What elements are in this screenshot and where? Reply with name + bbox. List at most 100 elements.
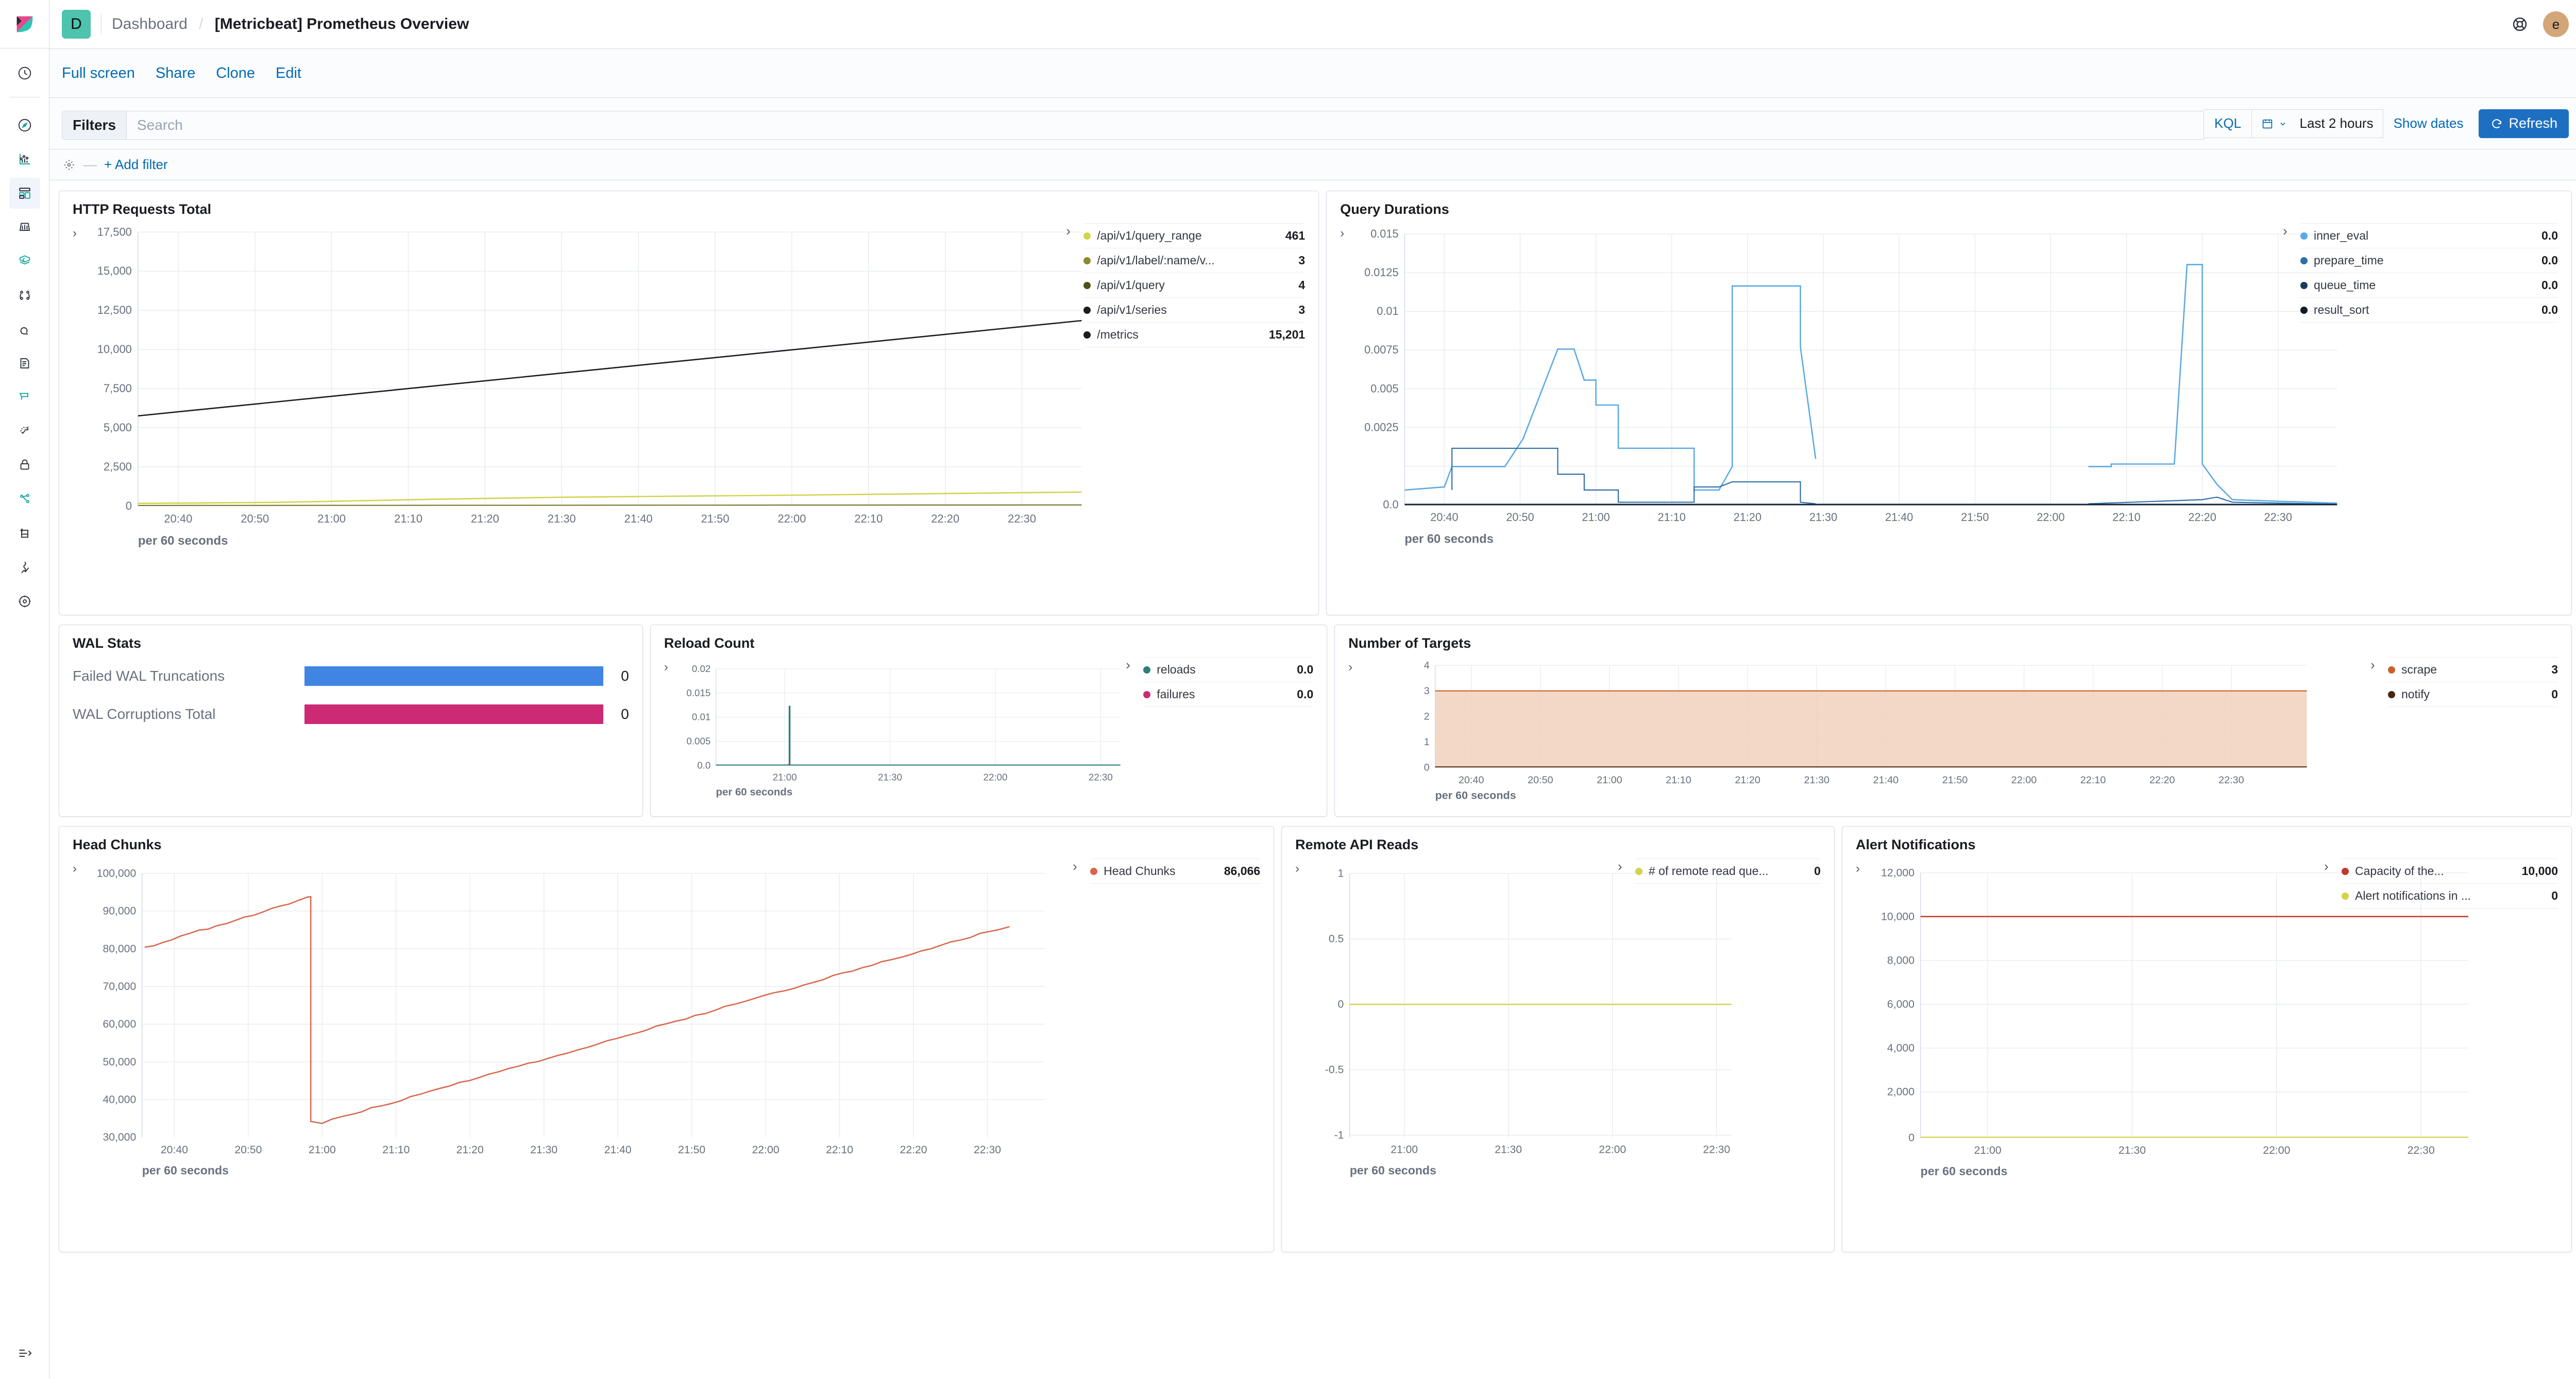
svg-text:per 60 seconds: per 60 seconds xyxy=(1921,1164,2008,1178)
svg-text:21:30: 21:30 xyxy=(1495,1144,1522,1156)
svg-text:21:00: 21:00 xyxy=(1597,775,1622,786)
svg-text:22:10: 22:10 xyxy=(854,512,883,525)
svg-text:21:10: 21:10 xyxy=(1666,775,1692,786)
svg-text:12,500: 12,500 xyxy=(97,304,132,316)
svg-text:22:30: 22:30 xyxy=(1008,512,1036,525)
svg-text:20:50: 20:50 xyxy=(241,512,269,525)
svg-text:21:30: 21:30 xyxy=(1804,775,1830,786)
svg-text:per 60 seconds: per 60 seconds xyxy=(1405,533,1494,546)
svg-text:21:30: 21:30 xyxy=(548,512,576,525)
svg-text:2: 2 xyxy=(1424,711,1430,722)
svg-text:22:10: 22:10 xyxy=(826,1144,853,1156)
svg-text:per 60 seconds: per 60 seconds xyxy=(142,1164,229,1177)
svg-text:50,000: 50,000 xyxy=(103,1056,136,1068)
svg-text:0.01: 0.01 xyxy=(692,712,710,722)
svg-text:22:00: 22:00 xyxy=(2263,1144,2290,1156)
svg-text:22:30: 22:30 xyxy=(1703,1144,1730,1156)
svg-text:1: 1 xyxy=(1338,868,1344,880)
svg-text:60,000: 60,000 xyxy=(103,1018,136,1030)
svg-text:21:00: 21:00 xyxy=(773,771,797,782)
svg-text:20:40: 20:40 xyxy=(164,512,192,525)
svg-text:per 60 seconds: per 60 seconds xyxy=(716,786,792,798)
svg-text:8,000: 8,000 xyxy=(1887,954,1914,966)
svg-text:21:50: 21:50 xyxy=(1942,775,1968,786)
svg-text:0: 0 xyxy=(1908,1132,1914,1144)
svg-text:0: 0 xyxy=(1338,999,1344,1011)
svg-text:21:30: 21:30 xyxy=(878,771,902,782)
svg-text:0.0025: 0.0025 xyxy=(1364,421,1398,433)
svg-text:22:00: 22:00 xyxy=(777,512,806,525)
svg-text:22:20: 22:20 xyxy=(900,1144,927,1156)
svg-text:22:10: 22:10 xyxy=(2113,511,2141,524)
svg-text:21:00: 21:00 xyxy=(317,512,346,525)
svg-text:22:00: 22:00 xyxy=(2037,511,2064,524)
svg-text:21:00: 21:00 xyxy=(1391,1144,1418,1156)
svg-text:20:50: 20:50 xyxy=(1528,775,1553,786)
svg-text:21:50: 21:50 xyxy=(1961,511,1989,524)
svg-text:1: 1 xyxy=(1424,736,1430,748)
svg-text:22:30: 22:30 xyxy=(2408,1144,2435,1156)
svg-text:21:50: 21:50 xyxy=(678,1144,705,1156)
svg-text:20:40: 20:40 xyxy=(1459,775,1484,786)
svg-text:22:00: 22:00 xyxy=(1599,1144,1626,1156)
svg-text:10,000: 10,000 xyxy=(97,343,132,356)
svg-text:22:30: 22:30 xyxy=(2218,775,2244,786)
svg-text:0.02: 0.02 xyxy=(692,663,710,674)
svg-text:0: 0 xyxy=(126,499,132,512)
svg-text:-0.5: -0.5 xyxy=(1325,1064,1344,1076)
svg-text:2,000: 2,000 xyxy=(1887,1086,1914,1098)
svg-text:21:00: 21:00 xyxy=(1582,511,1610,524)
svg-text:0.015: 0.015 xyxy=(1370,228,1398,240)
svg-text:6,000: 6,000 xyxy=(1887,998,1914,1011)
svg-text:90,000: 90,000 xyxy=(103,905,136,917)
svg-text:0.0: 0.0 xyxy=(1383,498,1399,511)
svg-text:21:20: 21:20 xyxy=(456,1144,484,1156)
svg-text:20:50: 20:50 xyxy=(234,1144,262,1156)
svg-text:20:40: 20:40 xyxy=(1430,511,1458,524)
svg-text:22:30: 22:30 xyxy=(974,1144,1001,1156)
svg-text:0: 0 xyxy=(1424,762,1430,773)
svg-text:21:20: 21:20 xyxy=(1734,511,1761,524)
svg-text:4: 4 xyxy=(1424,662,1430,671)
svg-text:per 60 seconds: per 60 seconds xyxy=(138,534,228,548)
svg-text:22:20: 22:20 xyxy=(2149,775,2175,786)
svg-text:21:40: 21:40 xyxy=(1873,775,1899,786)
svg-text:21:30: 21:30 xyxy=(530,1144,557,1156)
svg-text:21:40: 21:40 xyxy=(1885,511,1913,524)
svg-text:17,500: 17,500 xyxy=(97,228,132,238)
svg-text:3: 3 xyxy=(1424,685,1430,697)
svg-text:0.0125: 0.0125 xyxy=(1364,266,1398,279)
svg-text:21:10: 21:10 xyxy=(1658,511,1686,524)
svg-text:5,000: 5,000 xyxy=(104,421,132,434)
svg-text:22:10: 22:10 xyxy=(2080,775,2106,786)
svg-text:21:40: 21:40 xyxy=(624,512,653,525)
svg-text:21:00: 21:00 xyxy=(1974,1144,2002,1156)
svg-text:21:10: 21:10 xyxy=(382,1144,410,1156)
svg-text:21:10: 21:10 xyxy=(394,512,422,525)
svg-text:21:40: 21:40 xyxy=(604,1144,632,1156)
svg-text:21:30: 21:30 xyxy=(1809,511,1837,524)
svg-text:22:20: 22:20 xyxy=(931,512,959,525)
svg-text:22:30: 22:30 xyxy=(2264,511,2292,524)
svg-text:22:00: 22:00 xyxy=(2011,775,2037,786)
svg-text:100,000: 100,000 xyxy=(97,868,137,880)
svg-text:per 60 seconds: per 60 seconds xyxy=(1435,788,1516,801)
svg-text:21:20: 21:20 xyxy=(1735,775,1761,786)
svg-text:20:50: 20:50 xyxy=(1506,511,1534,524)
svg-text:70,000: 70,000 xyxy=(103,981,136,993)
svg-text:4,000: 4,000 xyxy=(1887,1042,1914,1054)
svg-text:0.015: 0.015 xyxy=(686,687,710,698)
svg-text:20:40: 20:40 xyxy=(161,1144,188,1156)
svg-text:0.005: 0.005 xyxy=(686,736,710,747)
svg-text:12,000: 12,000 xyxy=(1881,866,1914,879)
svg-text:10,000: 10,000 xyxy=(1881,910,1914,922)
svg-text:22:20: 22:20 xyxy=(2189,511,2216,524)
svg-text:7,500: 7,500 xyxy=(104,382,132,395)
svg-text:0.01: 0.01 xyxy=(1377,305,1398,317)
svg-text:2,500: 2,500 xyxy=(104,460,132,473)
svg-text:21:50: 21:50 xyxy=(701,512,730,525)
svg-text:22:00: 22:00 xyxy=(983,771,1007,782)
svg-text:30,000: 30,000 xyxy=(103,1132,136,1143)
svg-text:-1: -1 xyxy=(1334,1130,1344,1141)
svg-text:22:00: 22:00 xyxy=(752,1144,779,1156)
